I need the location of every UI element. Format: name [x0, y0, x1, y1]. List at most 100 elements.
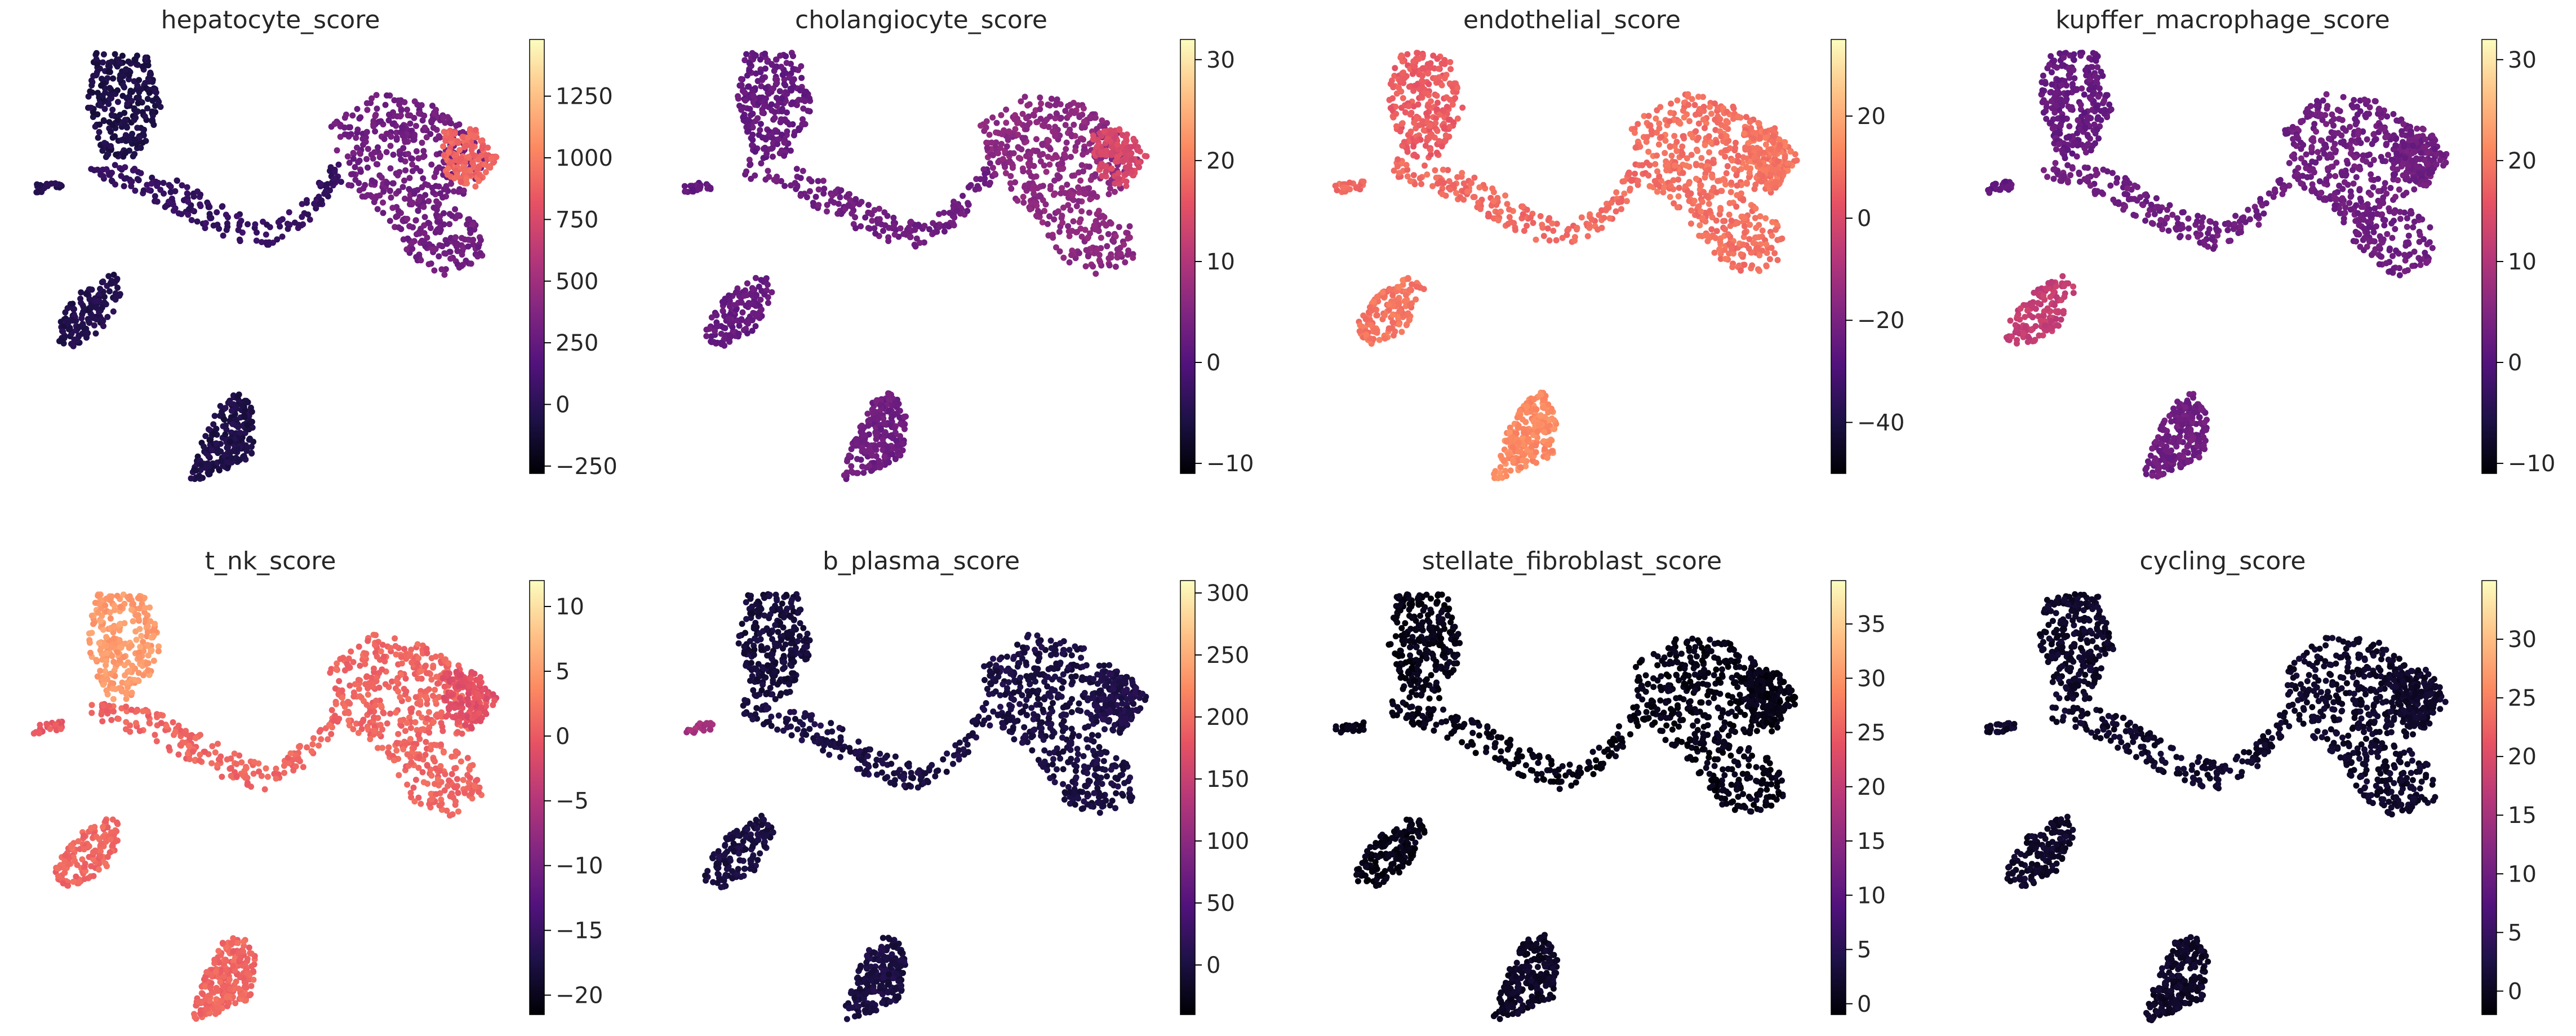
cell-point-bottom-lobe	[900, 440, 906, 447]
cell-point-central-bridge	[1625, 171, 1632, 178]
umap-points	[1332, 50, 1800, 481]
cell-point-small-left-islet	[52, 180, 59, 187]
cell-point-right-complex	[984, 145, 991, 151]
cell-point-right-complex	[1109, 237, 1116, 244]
cell-point-right-complex	[446, 221, 453, 228]
cell-point-central-bridge	[872, 230, 879, 237]
cell-point-upper-left-lobe	[771, 68, 778, 74]
cell-point-central-bridge	[987, 179, 993, 186]
cell-point-upper-left-lobe	[747, 105, 753, 112]
cell-point-bottom-lobe	[889, 451, 895, 458]
cell-point-left-lobe	[86, 296, 93, 303]
cell-point-central-bridge	[1450, 181, 1457, 188]
cell-point-bottom-lobe	[228, 454, 234, 461]
cell-point-central-bridge	[1546, 237, 1553, 244]
cell-point-right-complex	[1033, 136, 1040, 143]
cell-point-right-complex	[414, 101, 421, 108]
cell-point-upper-left-lobe	[2059, 114, 2066, 121]
cell-point-right-complex	[1717, 207, 1724, 214]
cell-point-right-complex	[409, 156, 416, 162]
cell-point-right-complex	[391, 97, 398, 104]
cell-point-right-complex	[402, 167, 409, 174]
cell-point-right-complex	[373, 161, 380, 167]
cell-point-left-lobe	[88, 286, 95, 293]
cell-point-central-bridge	[331, 175, 337, 182]
cell-point-right-complex	[465, 243, 472, 250]
cell-point-right-complex	[1759, 227, 1766, 234]
cell-point-central-bridge	[321, 191, 328, 197]
cell-point-upper-left-lobe	[751, 54, 758, 60]
cell-point-upper-left-lobe	[95, 134, 101, 141]
cell-point-upper-left-lobe	[2048, 98, 2055, 104]
cell-point-left-lobe	[758, 306, 765, 313]
cell-point-right-complex-tip	[469, 143, 476, 150]
cell-point-right-complex	[1124, 251, 1131, 258]
cell-point-small-left-islet	[696, 184, 703, 191]
cell-point-right-complex	[993, 129, 1000, 136]
cell-point-right-complex	[460, 187, 467, 194]
cell-point-right-complex-tip	[485, 163, 491, 170]
cell-point-central-bridge	[781, 183, 788, 189]
cell-point-upper-left-lobe	[114, 99, 121, 105]
cell-point-right-complex	[1060, 254, 1067, 261]
cell-point-right-complex	[436, 201, 442, 207]
cell-point-upper-left-lobe	[2057, 130, 2063, 137]
cell-point-upper-left-lobe	[739, 87, 746, 94]
cell-point-right-complex	[356, 115, 363, 122]
cell-point-right-complex	[354, 126, 361, 133]
cell-point-right-complex	[360, 135, 367, 141]
cell-point-upper-left-lobe	[2058, 63, 2065, 69]
cell-point-central-bridge	[205, 203, 212, 210]
cell-point-right-complex-tip	[1098, 149, 1104, 156]
cell-point-central-bridge	[100, 166, 106, 173]
cell-point-right-complex	[1041, 162, 1047, 169]
cell-point-upper-left-lobe	[754, 78, 761, 85]
cell-point-bottom-lobe	[248, 449, 255, 456]
cell-point-small-left-islet	[682, 188, 689, 195]
cell-point-bottom-lobe	[884, 445, 891, 451]
cell-point-bottom-lobe	[241, 412, 248, 419]
cell-point-upper-left-lobe	[1393, 110, 1400, 117]
cell-point-right-complex	[372, 128, 379, 135]
cell-point-central-bridge	[930, 220, 936, 227]
colorbar-tick-label: 1000	[556, 145, 613, 171]
panel-title: cholangiocyte_score	[795, 6, 1047, 34]
cell-point-upper-left-lobe	[110, 75, 117, 82]
cell-point-upper-left-lobe	[146, 71, 153, 78]
cell-point-right-complex	[1753, 224, 1760, 231]
cell-point-central-bridge	[771, 176, 778, 183]
cell-point-upper-left-lobe	[125, 58, 132, 65]
cell-point-central-bridge	[852, 196, 859, 202]
cell-point-central-bridge	[921, 223, 928, 229]
cell-point-upper-left-lobe	[1415, 56, 1422, 62]
cell-point-right-complex	[1001, 161, 1007, 167]
cell-point-central-bridge	[148, 180, 155, 187]
cell-point-right-complex	[1027, 151, 1033, 157]
cell-point-right-complex	[412, 217, 419, 224]
cell-point-central-bridge	[1498, 209, 1504, 215]
cell-point-right-complex	[1680, 170, 1686, 176]
cell-point-right-complex-tip	[1773, 179, 1779, 185]
cell-point-central-bridge	[849, 210, 855, 217]
cell-point-right-complex	[1016, 119, 1023, 126]
cell-point-right-complex	[415, 207, 421, 214]
cell-point-right-complex-tip	[1103, 169, 1109, 175]
cell-point-upper-left-lobe	[1459, 104, 1466, 111]
cell-point-right-complex	[1695, 120, 1702, 127]
cell-point-central-bridge	[832, 188, 839, 195]
cell-point-bottom-lobe	[223, 422, 229, 429]
cell-point-right-complex	[1740, 241, 1747, 248]
colorbar-tick-label: −250	[556, 454, 618, 480]
cell-point-upper-left-lobe	[759, 109, 766, 116]
cell-point-right-complex	[1689, 96, 1695, 103]
cell-point-right-complex	[1086, 163, 1092, 170]
cell-point-right-complex	[1734, 182, 1740, 189]
cell-point-central-bridge	[2185, 215, 2192, 222]
cell-point-upper-left-lobe	[1401, 139, 1407, 145]
cell-point-upper-left-lobe	[93, 50, 100, 56]
cell-point-central-bridge	[880, 228, 886, 234]
cell-point-right-complex	[1683, 162, 1690, 169]
cell-point-right-complex-tip	[1756, 171, 1763, 178]
cell-point-upper-left-lobe	[114, 63, 121, 70]
cell-point-central-bridge	[881, 209, 888, 216]
